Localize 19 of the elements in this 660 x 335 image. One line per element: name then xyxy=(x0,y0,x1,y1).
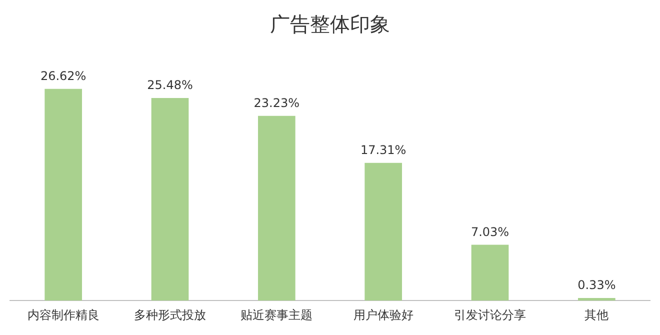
bar xyxy=(44,88,82,301)
x-tick-label: 内容制作精良 xyxy=(27,308,100,322)
data-label: 26.62% xyxy=(40,69,86,84)
bar xyxy=(151,98,189,301)
bar xyxy=(364,162,402,301)
x-tick-label: 引发讨论分享 xyxy=(454,308,526,322)
data-label: 7.03% xyxy=(470,224,510,239)
x-tick-label: 用户体验好 xyxy=(353,308,414,322)
data-label: 0.33% xyxy=(578,278,616,292)
bar xyxy=(258,116,296,301)
data-label: 17.31% xyxy=(360,143,406,158)
x-tick-label: 其他 xyxy=(584,308,609,322)
bar xyxy=(578,298,616,301)
x-tick-label: 贴近赛事主题 xyxy=(240,308,313,322)
x-tick-label: 多种形式投放 xyxy=(134,308,206,322)
data-label: 23.23% xyxy=(254,96,300,110)
chart-title: 广告整体印象 xyxy=(270,12,390,36)
data-label: 25.48% xyxy=(147,78,193,92)
bar xyxy=(471,244,509,301)
